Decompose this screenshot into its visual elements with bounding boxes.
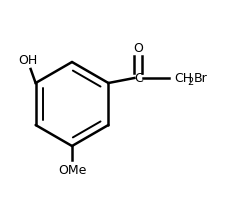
Text: 2: 2: [187, 77, 194, 86]
Text: O: O: [133, 42, 143, 55]
Text: Br: Br: [193, 72, 207, 85]
Text: CH: CH: [174, 72, 193, 85]
Text: OH: OH: [18, 54, 37, 67]
Text: C: C: [134, 72, 143, 85]
Text: OMe: OMe: [58, 163, 86, 176]
